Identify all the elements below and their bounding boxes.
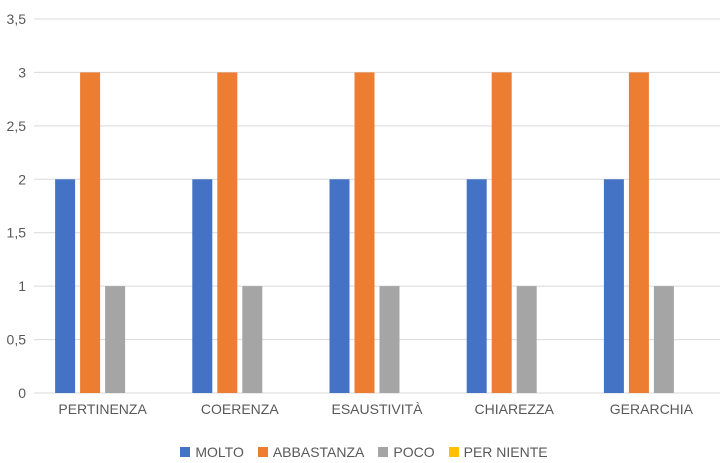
- legend: MOLTO ABBASTANZA POCO PER NIENTE: [0, 444, 728, 460]
- x-axis-ticks: PERTINENZA COERENZA ESAUSTIVITÀ CHIAREZZA GE…: [58, 401, 693, 417]
- x-tick-label: PERTINENZA: [58, 401, 147, 417]
- x-tick-label: COERENZA: [201, 401, 279, 417]
- bar-poco-pertinenza: [105, 286, 126, 393]
- bar-molto-gerarchia: [603, 179, 624, 393]
- legend-label: ABBASTANZA: [272, 444, 365, 460]
- gridlines: [34, 18, 720, 394]
- y-tick-label: 3: [18, 64, 26, 80]
- x-tick-label: GERARCHIA: [610, 401, 694, 417]
- bar-poco-coerenza: [242, 286, 263, 393]
- y-tick-label: 3,5: [7, 11, 27, 27]
- y-axis-ticks: 0 0,5 1 1,5 2 2,5 3 3,5: [7, 11, 27, 401]
- legend-swatch: [180, 447, 191, 457]
- bar-abbastanza-esaustività: [354, 72, 375, 393]
- bar-molto-coerenza: [192, 179, 213, 393]
- legend-item: PER NIENTE: [448, 444, 548, 460]
- y-tick-label: 0: [18, 385, 26, 401]
- bar-abbastanza-chiarezza: [491, 72, 512, 393]
- bar-abbastanza-coerenza: [217, 72, 238, 393]
- y-tick-label: 2,5: [7, 118, 27, 134]
- y-tick-label: 2: [18, 171, 26, 187]
- bar-poco-chiarezza: [516, 286, 537, 393]
- bars: [55, 72, 674, 393]
- legend-label: POCO: [393, 444, 435, 460]
- legend-label: MOLTO: [195, 444, 244, 460]
- bar-abbastanza-pertinenza: [80, 72, 101, 393]
- legend-swatch: [448, 447, 459, 457]
- legend-label: PER NIENTE: [463, 444, 548, 460]
- legend-item: POCO: [378, 444, 435, 460]
- x-tick-label: CHIAREZZA: [475, 401, 555, 417]
- y-tick-label: 0,5: [7, 332, 27, 348]
- legend-item: ABBASTANZA: [257, 444, 365, 460]
- bar-poco-gerarchia: [653, 286, 674, 393]
- bar-abbastanza-gerarchia: [628, 72, 649, 393]
- x-tick-label: ESAUSTIVITÀ: [331, 401, 423, 417]
- bar-molto-esaustività: [329, 179, 350, 393]
- y-tick-label: 1,5: [7, 225, 27, 241]
- legend-item: MOLTO: [180, 444, 244, 460]
- bar-molto-chiarezza: [466, 179, 487, 393]
- y-tick-label: 1: [18, 278, 26, 294]
- legend-swatch: [257, 447, 268, 457]
- legend-swatch: [378, 447, 389, 457]
- bar-molto-pertinenza: [55, 179, 76, 393]
- bar-poco-esaustività: [379, 286, 400, 393]
